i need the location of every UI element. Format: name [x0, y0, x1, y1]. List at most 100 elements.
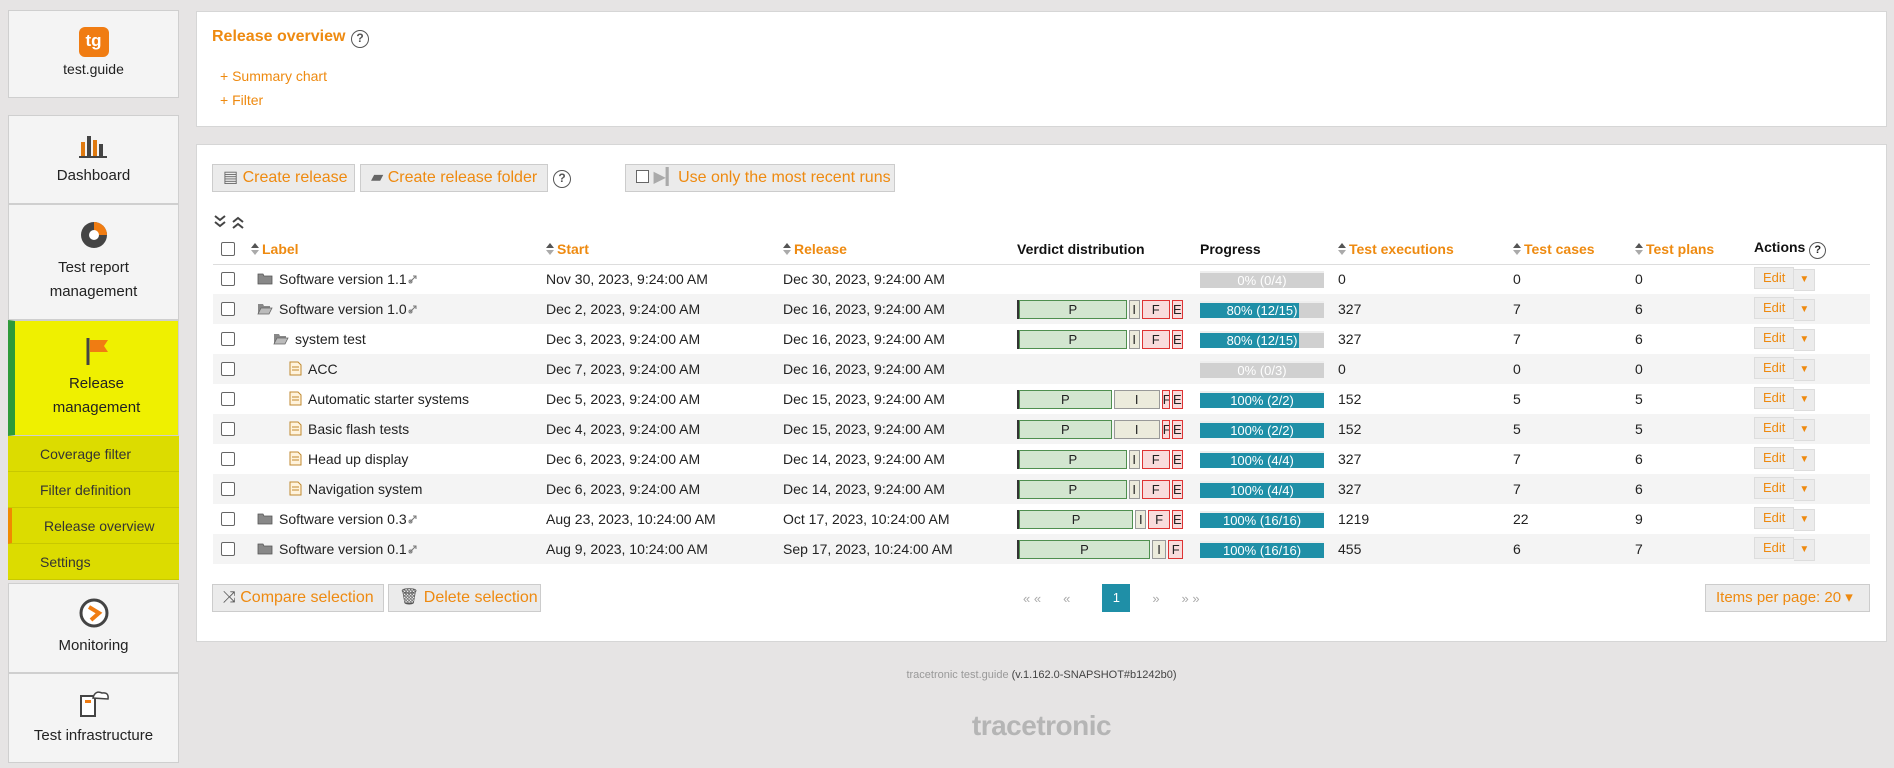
- edit-menu[interactable]: ▼: [1794, 389, 1816, 411]
- release-label[interactable]: Navigation system: [308, 481, 423, 497]
- expand-collapse[interactable]: [213, 214, 247, 230]
- create-folder-button[interactable]: ▰ Create release folder: [360, 164, 548, 192]
- checkbox[interactable]: [221, 542, 235, 556]
- cell: Dec 16, 2023, 9:24:00 AM: [783, 294, 1017, 324]
- edit-menu[interactable]: ▼: [1794, 329, 1816, 351]
- column-header[interactable]: Test cases: [1513, 234, 1635, 265]
- help-icon[interactable]: ?: [351, 30, 369, 48]
- edit-button[interactable]: Edit: [1754, 267, 1795, 290]
- page-nav[interactable]: »: [1152, 590, 1160, 606]
- nav-item[interactable]: Test infrastructure: [8, 673, 179, 763]
- verdict-segment: I: [1128, 299, 1140, 319]
- page-nav[interactable]: «: [1063, 590, 1071, 606]
- edit-menu[interactable]: ▼: [1794, 509, 1816, 531]
- checkbox[interactable]: [221, 272, 235, 287]
- cell: Dec 6, 2023, 9:24:00 AM: [546, 474, 783, 504]
- release-label[interactable]: Software version 1.1: [279, 271, 407, 288]
- checkbox[interactable]: [221, 392, 235, 406]
- checkbox[interactable]: [221, 362, 235, 376]
- page-nav[interactable]: » »: [1181, 590, 1200, 606]
- current-page[interactable]: 1: [1102, 584, 1131, 612]
- delete-button[interactable]: 🗑 Delete selection: [388, 584, 541, 612]
- edit-button[interactable]: Edit: [1754, 327, 1795, 349]
- nav-item[interactable]: Test report management: [8, 204, 179, 320]
- release-date: Dec 14, 2023, 9:24:00 AM: [783, 481, 945, 497]
- checkbox[interactable]: [221, 482, 235, 496]
- checkbox[interactable]: [221, 512, 235, 526]
- items-per-page[interactable]: Items per page: 20 ▾: [1705, 584, 1870, 612]
- edit-button[interactable]: Edit: [1754, 387, 1795, 409]
- sub-item[interactable]: Settings: [8, 544, 179, 580]
- edit-button[interactable]: Edit: [1754, 357, 1795, 379]
- edit-button[interactable]: Edit: [1754, 537, 1795, 559]
- nav-item[interactable]: Release management: [8, 320, 179, 436]
- column-header[interactable]: Test executions: [1338, 234, 1513, 265]
- edit-menu[interactable]: ▼: [1794, 479, 1816, 501]
- help-icon[interactable]: ?: [553, 170, 571, 188]
- release-label[interactable]: Automatic starter systems: [308, 391, 470, 407]
- edit-menu[interactable]: ▼: [1794, 269, 1816, 292]
- edit-menu[interactable]: ▼: [1794, 539, 1816, 561]
- logo: tg: [78, 27, 109, 57]
- edit-button[interactable]: Edit: [1754, 477, 1795, 499]
- column-header[interactable]: Start: [546, 234, 783, 265]
- progress-fill: [1200, 482, 1324, 498]
- checkbox[interactable]: [221, 302, 235, 316]
- nav-item[interactable]: Dashboard: [8, 115, 179, 204]
- release-label[interactable]: Software version 0.1: [279, 541, 407, 557]
- release-label[interactable]: ACC: [308, 361, 338, 377]
- compare-button[interactable]: ⤨ Compare selection: [212, 584, 384, 612]
- nav-item[interactable]: Monitoring: [8, 583, 179, 673]
- cell: Dec 3, 2023, 9:24:00 AM: [546, 324, 783, 354]
- start-date: Dec 2, 2023, 9:24:00 AM: [546, 301, 701, 317]
- column-header[interactable]: Release: [783, 234, 1017, 265]
- recent-runs-toggle[interactable]: ▶▎Use only the most recent runs: [625, 164, 895, 192]
- verdict-segment: F: [1148, 509, 1170, 529]
- cell: [1017, 264, 1200, 294]
- cell: 100% (16/16): [1200, 504, 1338, 534]
- column-header[interactable]: Label: [251, 234, 546, 265]
- verdict-label: I: [1134, 391, 1139, 407]
- version-info: tracetronic test.guide (v.1.162.0-SNAPSH…: [196, 669, 1887, 681]
- brand-logo: tracetronic: [971, 710, 1112, 741]
- checkbox[interactable]: [221, 452, 235, 466]
- release-label[interactable]: Basic flash tests: [308, 421, 410, 437]
- sub-item[interactable]: Filter definition: [8, 472, 179, 508]
- toggle-label: Use only the most recent runs: [678, 169, 891, 186]
- verdict-segment: I: [1135, 509, 1147, 529]
- release-label[interactable]: Head up display: [308, 451, 409, 467]
- edit-button[interactable]: Edit: [1754, 417, 1795, 439]
- checkbox[interactable]: [221, 332, 235, 346]
- release-label[interactable]: system test: [295, 331, 366, 347]
- progress-label: 80% (12/15): [1226, 332, 1298, 348]
- cell: Dec 16, 2023, 9:24:00 AM: [783, 354, 1017, 384]
- edit-menu[interactable]: ▼: [1794, 299, 1816, 321]
- column-header[interactable]: Test plans: [1635, 234, 1754, 265]
- release-date: Dec 16, 2023, 9:24:00 AM: [783, 361, 945, 377]
- cell: 0: [1513, 264, 1635, 294]
- logo-item[interactable]: tg test.guide: [8, 10, 179, 98]
- checkbox[interactable]: [221, 422, 235, 436]
- expand-link[interactable]: + Filter: [220, 92, 264, 108]
- edit-button[interactable]: Edit: [1754, 297, 1795, 319]
- release-label[interactable]: Software version 0.3: [279, 511, 407, 527]
- edit-menu[interactable]: ▼: [1794, 449, 1816, 471]
- edit-menu[interactable]: ▼: [1794, 419, 1816, 441]
- edit-menu[interactable]: ▼: [1794, 359, 1816, 381]
- page-nav[interactable]: « «: [1023, 590, 1042, 606]
- expand-link[interactable]: + Summary chart: [220, 68, 327, 84]
- table-body: Software version 1.1 Nov 30, 2023, 9:24:0…: [213, 264, 1870, 564]
- release-label[interactable]: Software version 1.0: [279, 301, 407, 317]
- product: tracetronic test.guide: [906, 669, 1009, 681]
- cell: Dec 5, 2023, 9:24:00 AM: [546, 384, 783, 414]
- create-release-button[interactable]: ▤ Create release: [212, 164, 355, 192]
- cell: 0% (0/4): [1200, 264, 1338, 294]
- sub-item[interactable]: Release overview: [8, 508, 179, 544]
- edit-button[interactable]: Edit: [1754, 507, 1795, 529]
- edit-button[interactable]: Edit: [1754, 447, 1795, 469]
- checkbox[interactable]: [221, 241, 235, 256]
- sub-item[interactable]: Coverage filter: [8, 436, 179, 472]
- verdict-label: I: [1132, 481, 1136, 497]
